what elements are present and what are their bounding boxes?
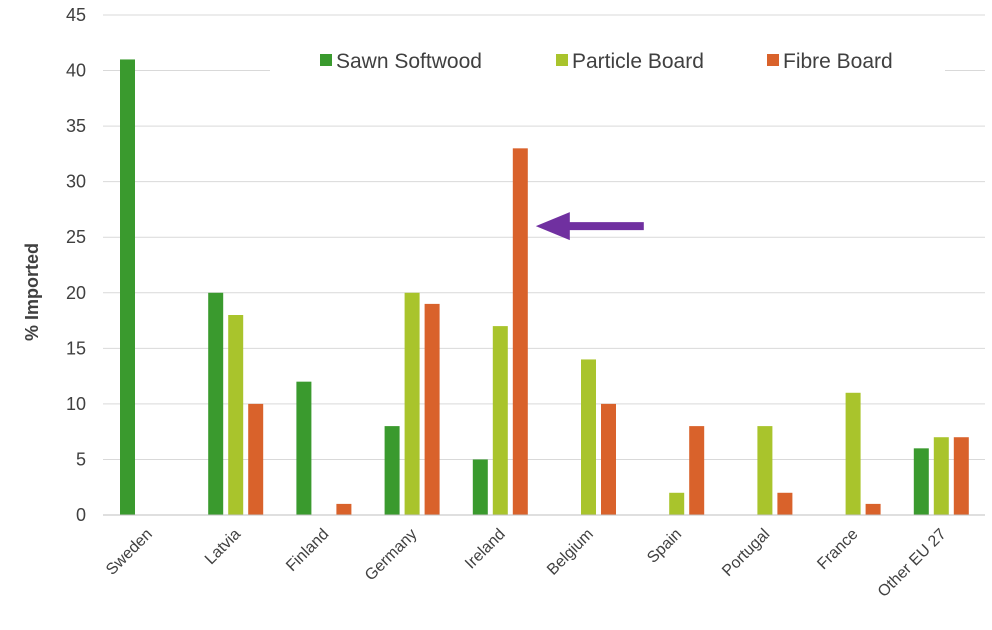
legend-swatch <box>320 54 332 66</box>
x-tick-label: Other EU 27 <box>875 526 950 601</box>
bar-finland-sawn-softwood <box>296 381 312 515</box>
y-tick-label: 35 <box>66 116 86 136</box>
bar-other-eu-27-sawn-softwood <box>913 448 929 515</box>
bar-france-particle-board <box>845 392 861 515</box>
bar-other-eu-27-fibre-board <box>953 437 969 515</box>
legend-label: Fibre Board <box>783 50 893 73</box>
bar-ireland-sawn-softwood <box>472 459 488 515</box>
x-tick-label: France <box>814 526 861 573</box>
bar-spain-fibre-board <box>689 426 705 515</box>
legend-swatch <box>556 54 568 66</box>
y-tick-label: 40 <box>66 61 86 81</box>
x-tick-label: Portugal <box>719 526 773 580</box>
y-tick-label: 15 <box>66 338 86 358</box>
y-tick-label: 45 <box>66 5 86 25</box>
y-tick-label: 5 <box>76 449 86 469</box>
x-tick-label: Latvia <box>202 526 244 568</box>
bar-belgium-fibre-board <box>601 403 616 515</box>
bar-portugal-particle-board <box>757 426 773 515</box>
y-tick-label: 0 <box>76 505 86 525</box>
bar-latvia-particle-board <box>228 315 244 515</box>
bar-ireland-fibre-board <box>512 148 528 516</box>
legend-box <box>270 32 945 90</box>
y-tick-label: 20 <box>66 283 86 303</box>
bar-germany-particle-board <box>404 292 420 515</box>
x-tick-label: Ireland <box>462 526 509 573</box>
bars <box>120 59 969 516</box>
bar-finland-fibre-board <box>336 503 352 515</box>
annotations <box>535 212 644 241</box>
bar-latvia-sawn-softwood <box>208 292 224 515</box>
arrow-head <box>535 212 570 241</box>
bar-other-eu-27-particle-board <box>933 437 949 515</box>
y-axis-label: % Imported <box>22 243 42 341</box>
bar-portugal-fibre-board <box>777 492 793 515</box>
legend-label: Particle Board <box>572 50 704 73</box>
x-tick-label: Finland <box>283 526 332 575</box>
bar-latvia-fibre-board <box>248 403 264 515</box>
bar-germany-fibre-board <box>424 303 440 515</box>
y-tick-label: 10 <box>66 394 86 414</box>
legend-swatch <box>767 54 779 66</box>
y-tick-label: 30 <box>66 172 86 192</box>
legend-label: Sawn Softwood <box>336 50 482 73</box>
bar-france-fibre-board <box>865 503 881 515</box>
bar-ireland-particle-board <box>492 326 508 515</box>
legend: Sawn Softwood Particle Board Fibre Board <box>270 32 945 90</box>
bar-spain-particle-board <box>669 492 685 515</box>
x-tick-label: Germany <box>362 526 421 585</box>
bar-germany-sawn-softwood <box>384 426 400 515</box>
bar-sweden-sawn-softwood <box>120 59 135 515</box>
x-tick-label: Belgium <box>544 526 597 579</box>
bar-belgium-particle-board <box>581 359 596 515</box>
x-tick-label: Spain <box>644 526 685 567</box>
x-tick-label: Sweden <box>103 526 156 579</box>
y-tick-label: 25 <box>66 227 86 247</box>
